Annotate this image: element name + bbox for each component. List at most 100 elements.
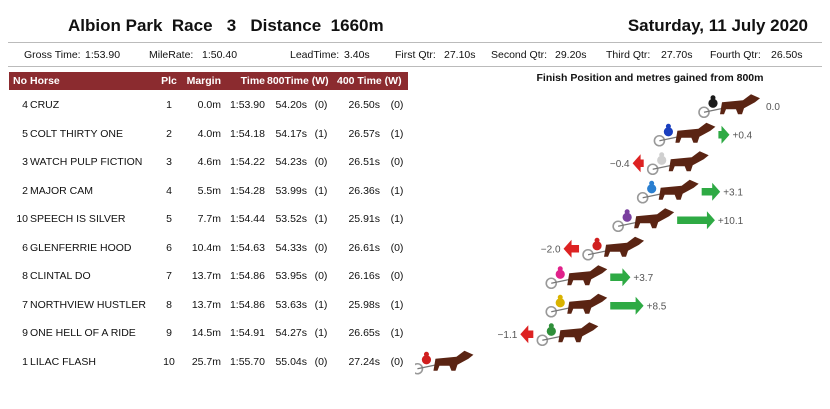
800m-wide-cell: (0) — [314, 156, 328, 168]
800m-time-cell: 54.23s — [275, 156, 307, 168]
header-divider — [8, 42, 822, 43]
400m-time-cell: 26.50s — [348, 99, 380, 111]
results-table-body: 4 CRUZ 1 0.0m 1:53.90 54.20s (0) 26.50s (0) 5 COLT… — [9, 90, 408, 375]
horse-name-cell: ONE HELL OF A RIDE — [30, 327, 136, 339]
metres-gained-label: 0.0 — [766, 102, 780, 113]
second-qtr-label: Second Qtr: — [491, 49, 548, 61]
third-qtr-value: 27.70s — [661, 49, 693, 61]
race-title: Albion Park Race 3 Distance 1660m — [68, 16, 384, 35]
chart-title: Finish Position and metres gained from 8… — [537, 72, 764, 84]
loss-arrow-3 — [632, 154, 644, 173]
first-qtr-label: First Qtr: — [395, 49, 436, 61]
horse-number-cell: 8 — [22, 270, 28, 282]
results-table-header: No Horse Plc Margin Time 800Time (W) 400… — [9, 72, 408, 90]
fourth-qtr-value: 26.50s — [771, 49, 803, 61]
horse-number-cell: 2 — [22, 184, 28, 197]
800m-wide-cell: (1) — [314, 298, 328, 311]
horse-name-cell: GLENFERRIE HOOD — [30, 241, 132, 254]
loss-arrow-9 — [520, 325, 534, 344]
gain-arrow-4 — [701, 182, 721, 201]
horse-name-cell: CLINTAL DO — [30, 270, 91, 282]
400m-wide-cell: (0) — [390, 156, 404, 168]
race-stats-bar: Gross Time: 1:53.90 MileRate: 1:50.40 Le… — [0, 49, 830, 63]
mile-rate-value: 1:50.40 — [202, 49, 238, 61]
400m-wide-cell: (1) — [390, 298, 404, 311]
second-qtr-value: 29.20s — [555, 49, 587, 61]
finish-place-cell: 6 — [166, 241, 172, 254]
col-margin-header: Margin — [186, 75, 221, 87]
col-horse-header: Horse — [30, 75, 60, 87]
metres-gained-label: +10.1 — [718, 216, 744, 227]
400m-wide-cell: (0) — [390, 355, 404, 368]
800m-wide-cell: (1) — [314, 327, 328, 339]
race-time-cell: 1:55.70 — [229, 355, 265, 368]
margin-cell: 5.5m — [197, 184, 221, 197]
mile-rate-label: MileRate: — [149, 49, 194, 61]
margin-cell: 7.7m — [197, 213, 221, 225]
finish-place-cell: 7 — [166, 270, 172, 282]
800m-time-cell: 53.95s — [275, 270, 307, 282]
metres-gained-label: +0.4 — [733, 130, 753, 141]
800m-time-cell: 53.52s — [275, 213, 307, 225]
third-qtr-label: Third Qtr: — [606, 49, 651, 61]
race-time-cell: 1:53.90 — [229, 99, 265, 111]
800m-time-cell: 54.17s — [275, 127, 307, 140]
horse-number-cell: 4 — [22, 99, 28, 111]
table-row: 7 NORTHVIEW HUSTLER 8 13.7m 1:54.86 53.63s (1)… — [9, 290, 408, 319]
table-row: 9 ONE HELL OF A RIDE 9 14.5m 1:54.91 54.27s (1… — [9, 318, 408, 347]
horse-name-cell: SPEECH IS SILVER — [30, 213, 126, 225]
800m-wide-cell: (0) — [314, 355, 328, 368]
col-plc-header: Plc — [161, 75, 177, 87]
loss-arrow-6 — [563, 239, 580, 258]
finish-place-cell: 3 — [166, 156, 172, 168]
race-date: Saturday, 11 July 2020 — [627, 16, 808, 35]
horse-number-cell: 7 — [22, 298, 28, 311]
horse-marker-5 — [612, 208, 675, 233]
gross-time-value: 1:53.90 — [85, 49, 121, 61]
col-400time-header: 400 Time (W) — [337, 75, 402, 87]
race-time-cell: 1:54.28 — [229, 184, 265, 197]
horse-name-cell: MAJOR CAM — [30, 184, 93, 197]
table-row: 6 GLENFERRIE HOOD 6 10.4m 1:54.63 54.33s (0) 26… — [9, 233, 408, 262]
horse-marker-8 — [545, 293, 608, 318]
horse-marker-3 — [646, 151, 709, 176]
margin-cell: 13.7m — [191, 298, 221, 311]
margin-cell: 10.4m — [191, 241, 221, 254]
400m-wide-cell: (0) — [390, 270, 404, 282]
horse-marker-4 — [636, 179, 699, 204]
margin-cell: 13.7m — [191, 270, 221, 282]
col-no-header: No — [13, 75, 27, 87]
800m-wide-cell: (0) — [314, 99, 328, 111]
stats-divider — [8, 66, 822, 67]
table-row: 5 COLT THIRTY ONE 2 4.0m 1:54.18 54.17s (1) 26.… — [9, 119, 408, 148]
800m-wide-cell: (1) — [314, 184, 328, 197]
800m-wide-cell: (0) — [314, 270, 328, 282]
table-row: 2 MAJOR CAM 4 5.5m 1:54.28 53.99s (1) 26.36s (1) — [9, 176, 408, 205]
400m-time-cell: 26.16s — [348, 270, 380, 282]
fourth-qtr-label: Fourth Qtr: — [710, 49, 761, 61]
finish-position-chart: Finish Position and metres gained from 8… — [415, 72, 780, 375]
400m-time-cell: 27.24s — [348, 355, 380, 368]
table-row: 10 SPEECH IS SILVER 5 7.7m 1:54.44 53.52s (1) 2… — [9, 204, 408, 233]
lead-time-label: LeadTime: — [290, 49, 340, 61]
finish-place-cell: 5 — [166, 213, 172, 225]
horse-marker-7 — [545, 265, 608, 290]
first-qtr-value: 27.10s — [444, 49, 476, 61]
800m-time-cell: 53.99s — [275, 184, 307, 197]
400m-wide-cell: (0) — [390, 99, 404, 111]
gain-arrow-8 — [610, 296, 644, 315]
800m-time-cell: 54.27s — [275, 327, 307, 339]
horse-name-cell: LILAC FLASH — [30, 355, 96, 368]
horse-marker-6 — [582, 236, 645, 261]
800m-time-cell: 55.04s — [275, 355, 307, 368]
gain-arrow-5 — [677, 211, 715, 230]
table-row: 3 WATCH PULP FICTION 3 4.6m 1:54.22 54.23s (0)… — [9, 147, 408, 176]
400m-time-cell: 26.57s — [348, 127, 380, 140]
chart-marks: 0.0+0.4−0.4+3.1+10.1−2.0+3.7+8.5−1.1−12.… — [415, 94, 780, 375]
800m-time-cell: 54.20s — [275, 99, 307, 111]
800m-time-cell: 54.33s — [275, 241, 307, 254]
horse-number-cell: 9 — [22, 327, 28, 339]
metres-gained-label: +3.7 — [633, 273, 653, 284]
horse-marker-9 — [536, 322, 599, 347]
400m-time-cell: 25.98s — [348, 298, 380, 311]
